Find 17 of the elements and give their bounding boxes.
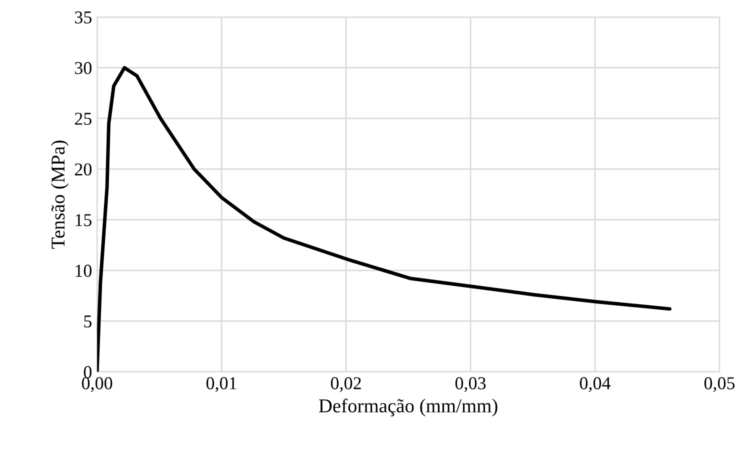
y-tick-label: 35 xyxy=(75,11,92,24)
y-tick-label: 20 xyxy=(74,163,92,176)
x-tick-label: 0,05 xyxy=(704,377,735,392)
y-tick-label: 10 xyxy=(76,264,92,277)
y-tick-label: 15 xyxy=(76,214,92,226)
y-tick-label: 25 xyxy=(74,112,92,125)
x-tick-label: 0,00 xyxy=(82,377,112,392)
x-axis-title: Deformação (mm/mm) xyxy=(318,398,498,416)
y-tick-label: 30 xyxy=(75,62,92,74)
x-tick-label: 0,03 xyxy=(455,377,486,392)
x-tick-label: 0,04 xyxy=(580,377,611,392)
y-axis-title: Tensão (MPa) xyxy=(50,140,69,249)
y-tick-label: 5 xyxy=(84,316,92,328)
x-tick-label: 0,01 xyxy=(206,377,236,392)
y-tick-label: 0 xyxy=(84,366,92,378)
x-tick-label: 0,02 xyxy=(330,377,361,392)
line-series xyxy=(97,66,672,372)
